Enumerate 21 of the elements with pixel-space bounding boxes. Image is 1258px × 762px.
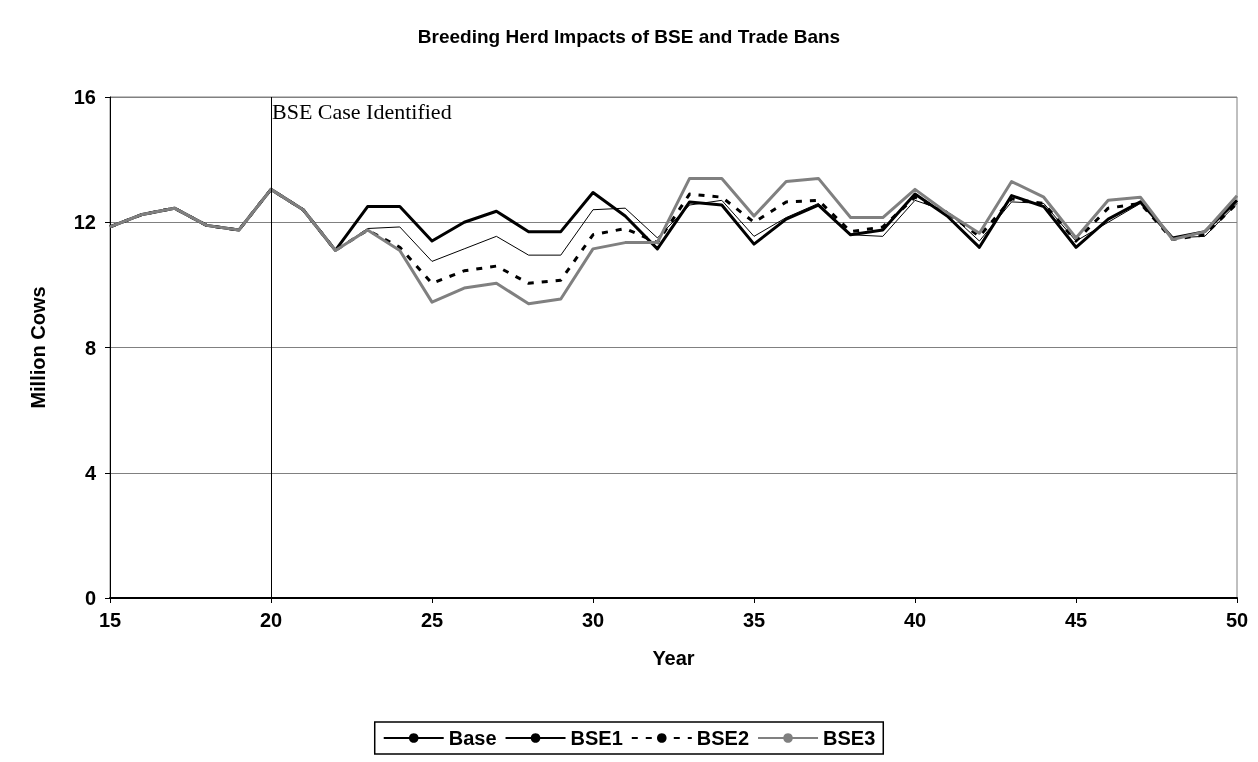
x-tick-label: 50 <box>1225 609 1249 631</box>
x-tick-label: 45 <box>1064 609 1088 631</box>
y-tick-label: 0 <box>84 587 96 609</box>
y-tick-label: 12 <box>73 211 96 234</box>
y-tick-label: 8 <box>84 336 96 359</box>
x-tick-label: 40 <box>903 609 927 631</box>
y-tick-label: 4 <box>84 461 97 484</box>
x-axis-title: Year <box>652 647 695 669</box>
legend-label: BSE2 <box>696 727 750 749</box>
x-tick-label: 25 <box>420 609 444 631</box>
legend-label: Base <box>448 727 497 749</box>
legend-label: BSE1 <box>570 727 623 749</box>
x-tick-label: 15 <box>98 609 122 631</box>
y-axis-title: Million Cows <box>27 286 49 409</box>
chart-title: Breeding Herd Impacts of BSE and Trade Bans <box>417 26 841 47</box>
x-tick-label: 30 <box>581 609 605 631</box>
x-tick-label: 35 <box>742 609 766 631</box>
x-tick-label: 20 <box>259 609 283 631</box>
y-tick-label: 16 <box>73 86 96 108</box>
legend-label: BSE3 <box>823 727 876 749</box>
ref-line-label: BSE Case Identified <box>272 98 452 124</box>
